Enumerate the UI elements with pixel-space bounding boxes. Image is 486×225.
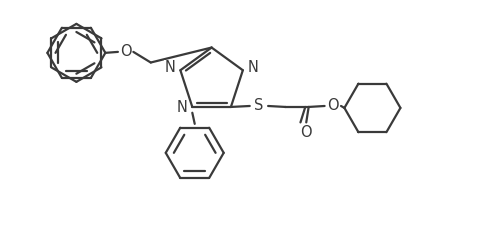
Text: S: S [254,99,263,113]
Text: N: N [176,100,187,115]
Text: O: O [300,125,312,140]
Text: N: N [164,60,175,75]
Text: N: N [248,60,259,75]
Text: O: O [327,99,339,113]
Text: O: O [120,44,131,59]
